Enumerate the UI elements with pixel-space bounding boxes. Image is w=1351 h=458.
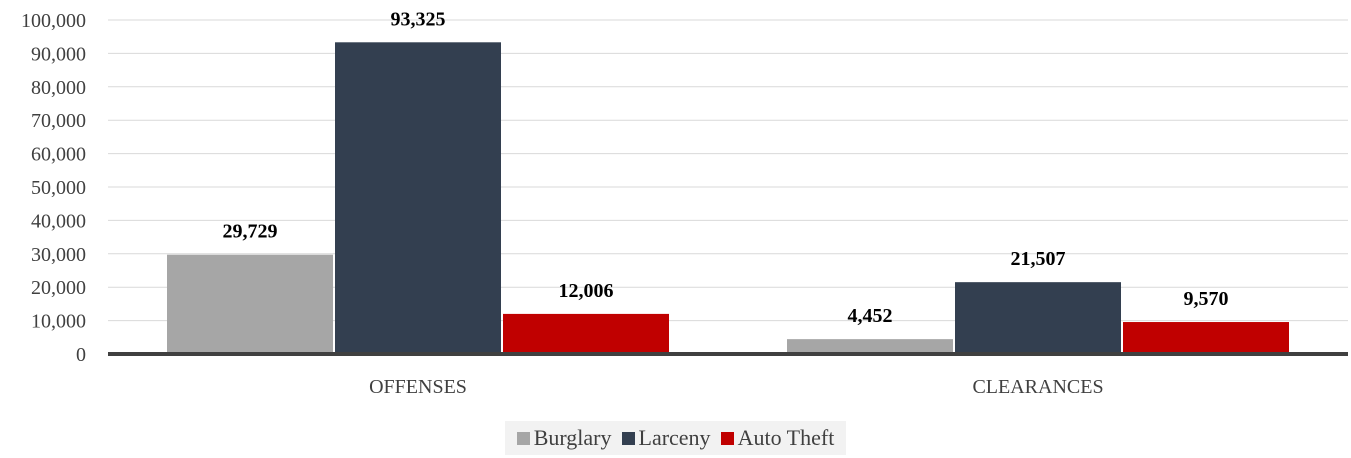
- bar-auto-theft-clearances: [1123, 322, 1289, 354]
- legend-box: Burglary Larceny Auto Theft: [504, 421, 847, 455]
- legend-label-auto-theft: Auto Theft: [737, 425, 835, 450]
- bar-auto-theft-offenses: [503, 313, 669, 354]
- y-tick-label: 60,000: [31, 144, 86, 166]
- legend-swatch-auto-theft: [720, 431, 734, 445]
- data-label-burglary-offenses: 29,729: [223, 221, 278, 243]
- y-tick-label: 80,000: [31, 77, 86, 99]
- data-labels: 29,729 93,325 12,006 4,452 21,507 9,570: [223, 8, 1229, 327]
- bars: [167, 42, 1289, 355]
- bar-burglary-offenses: [167, 254, 333, 354]
- data-label-larceny-clearances: 21,507: [1011, 248, 1066, 270]
- data-label-larceny-offenses: 93,325: [391, 8, 446, 30]
- y-tick-label: 50,000: [31, 177, 86, 199]
- x-axis: OFFENSES CLEARANCES: [108, 352, 1348, 398]
- legend-item-larceny: Larceny: [621, 425, 711, 451]
- x-category-label: CLEARANCES: [972, 376, 1103, 398]
- y-tick-label: 20,000: [31, 277, 86, 299]
- legend-label-burglary: Burglary: [533, 425, 612, 450]
- y-tick-label: 70,000: [31, 110, 86, 132]
- legend-swatch-burglary: [516, 431, 530, 445]
- y-tick-label: 30,000: [31, 244, 86, 266]
- y-tick-label: 10,000: [31, 311, 86, 333]
- legend-label-larceny: Larceny: [638, 425, 711, 450]
- y-tick-label: 90,000: [31, 43, 86, 65]
- y-tick-label: 100,000: [21, 10, 86, 32]
- bar-burglary-clearances: [787, 339, 953, 354]
- y-axis: 0 10,000 20,000 30,000 40,000 50,000 60,000 70,…: [21, 10, 86, 366]
- bar-larceny-clearances: [955, 282, 1121, 354]
- data-label-auto-theft-offenses: 12,006: [559, 280, 614, 302]
- y-tick-label: 40,000: [31, 210, 86, 232]
- y-tick-label: 0: [76, 344, 86, 366]
- data-label-burglary-clearances: 4,452: [848, 305, 893, 327]
- bar-larceny-offenses: [335, 42, 501, 355]
- x-category-label: OFFENSES: [369, 376, 467, 398]
- data-label-auto-theft-clearances: 9,570: [1184, 288, 1229, 310]
- legend-swatch-larceny: [621, 431, 635, 445]
- legend: Burglary Larceny Auto Theft: [0, 418, 1351, 458]
- bar-chart: 0 10,000 20,000 30,000 40,000 50,000 60,000 70,…: [21, 8, 1348, 398]
- legend-item-auto-theft: Auto Theft: [720, 425, 835, 451]
- legend-item-burglary: Burglary: [516, 425, 612, 451]
